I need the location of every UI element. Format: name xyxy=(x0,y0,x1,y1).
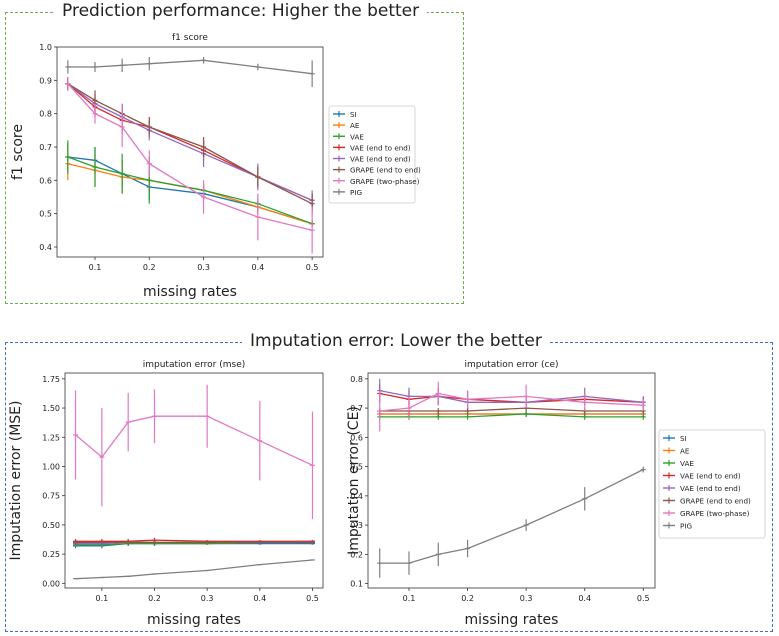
y-tick-label: 0.7 xyxy=(39,143,52,152)
legend-label: VAE xyxy=(350,132,364,141)
y-tick-label: 0.4 xyxy=(350,492,363,501)
legend-box xyxy=(658,429,766,539)
legend-label: GRAPE (end to end) xyxy=(350,166,421,175)
series-line-8 xyxy=(75,559,313,580)
x-tick-label: 0.4 xyxy=(251,263,264,272)
x-tick-label: 0.2 xyxy=(461,594,474,603)
x-tick-label: 0.2 xyxy=(143,263,156,272)
y-tick-label: 1.50 xyxy=(42,404,60,413)
x-axis-label: missing rates xyxy=(147,612,241,628)
chart-title: imputation error (mse) xyxy=(143,360,246,370)
y-tick-label: 0.50 xyxy=(42,521,60,530)
legend-label: GRAPE (two-phase) xyxy=(350,177,420,186)
y-tick-label: 0.7 xyxy=(350,404,363,413)
x-tick-label: 0.2 xyxy=(148,594,161,603)
imputation-error-title: Imputation error: Lower the better xyxy=(242,331,550,351)
y-tick-label: 0.6 xyxy=(350,433,363,442)
legend: SI AE VAE VAE (end to end) VAE (end to end) G… xyxy=(328,105,421,204)
y-tick-label: 0.1 xyxy=(350,580,363,589)
x-tick-label: 0.1 xyxy=(403,594,416,603)
y-tick-label: 1.0 xyxy=(39,43,52,52)
x-axis-label: missing rates xyxy=(465,612,559,628)
series-line-3 xyxy=(67,156,313,225)
legend-label: VAE (end to end) xyxy=(350,155,411,164)
x-tick-label: 0.4 xyxy=(578,594,591,603)
y-tick-label: 0.00 xyxy=(42,579,60,588)
chart-2: imputation error (mse) missing rates Imput… xyxy=(8,360,324,628)
y-axis-label: Imputation error (MSE) xyxy=(8,401,24,561)
prediction-performance-panel: Prediction performance: Higher the bette… xyxy=(5,1,464,304)
series-line-6 xyxy=(379,407,644,412)
series-line-2 xyxy=(67,163,313,225)
y-tick-label: 0.8 xyxy=(39,110,52,119)
y-tick-label: 0.5 xyxy=(39,210,52,219)
y-tick-label: 0.6 xyxy=(39,176,52,185)
y-tick-label: 0.3 xyxy=(350,521,363,530)
series-line-4 xyxy=(75,539,313,542)
legend-label: GRAPE (end to end) xyxy=(680,497,751,506)
prediction-performance-title: Prediction performance: Higher the bette… xyxy=(54,1,428,21)
y-tick-label: 0.25 xyxy=(42,550,60,559)
x-tick-label: 0.3 xyxy=(201,594,214,603)
legend-label: AE xyxy=(350,121,360,130)
legend-label: VAE xyxy=(680,459,694,468)
x-tick-label: 0.4 xyxy=(253,594,266,603)
chart-1: f1 score missing rates f1 score 0.1 0.2 0.3 0.… xyxy=(10,33,421,300)
x-tick-label: 0.1 xyxy=(89,263,102,272)
legend-label: SI xyxy=(680,434,687,443)
series-line-8 xyxy=(67,59,313,75)
legend: SI AE VAE VAE (end to end) VAE (end to end) G… xyxy=(658,429,766,539)
y-tick-label: 0.75 xyxy=(42,492,60,501)
y-tick-label: 0.9 xyxy=(39,76,52,85)
series-line-8 xyxy=(379,468,644,564)
plot-frame xyxy=(64,372,324,589)
y-tick-label: 0.8 xyxy=(350,375,363,384)
chart-title: f1 score xyxy=(172,33,208,43)
legend-label: VAE (end to end) xyxy=(350,143,411,152)
x-tick-label: 0.5 xyxy=(637,594,650,603)
x-tick-label: 0.3 xyxy=(520,594,533,603)
series-line-1 xyxy=(67,156,313,225)
plot-frame xyxy=(367,372,656,589)
series-line-6 xyxy=(67,83,313,205)
y-tick-label: 1.25 xyxy=(42,433,60,442)
chart-title: imputation error (ce) xyxy=(465,360,559,370)
x-tick-label: 0.1 xyxy=(95,594,108,603)
plot-frame xyxy=(56,46,324,258)
chart-3: imputation error (ce) missing rates Imputa… xyxy=(346,360,766,628)
legend-label: PIG xyxy=(350,188,362,197)
series-line-7 xyxy=(75,415,313,466)
legend-label: PIG xyxy=(680,522,692,531)
legend-label: VAE (end to end) xyxy=(680,484,741,493)
y-tick-label: 1.00 xyxy=(42,462,60,471)
y-axis-label: Imputation error (CE) xyxy=(346,406,362,555)
legend-box xyxy=(328,105,416,204)
legend-label: GRAPE (two-phase) xyxy=(680,509,750,518)
y-tick-label: 0.2 xyxy=(350,550,363,559)
y-axis-label: f1 score xyxy=(10,124,26,180)
x-axis-label: missing rates xyxy=(143,284,237,300)
x-tick-label: 0.3 xyxy=(197,263,210,272)
y-tick-label: 1.75 xyxy=(42,375,60,384)
y-tick-label: 0.5 xyxy=(350,463,363,472)
x-tick-label: 0.5 xyxy=(306,594,319,603)
legend-label: VAE (end to end) xyxy=(680,472,741,481)
y-tick-label: 0.4 xyxy=(39,243,52,252)
legend-label: SI xyxy=(350,110,357,119)
imputation-error-panel: Imputation error: Lower the better xyxy=(5,331,773,632)
x-tick-label: 0.5 xyxy=(306,263,319,272)
legend-label: AE xyxy=(680,447,690,456)
